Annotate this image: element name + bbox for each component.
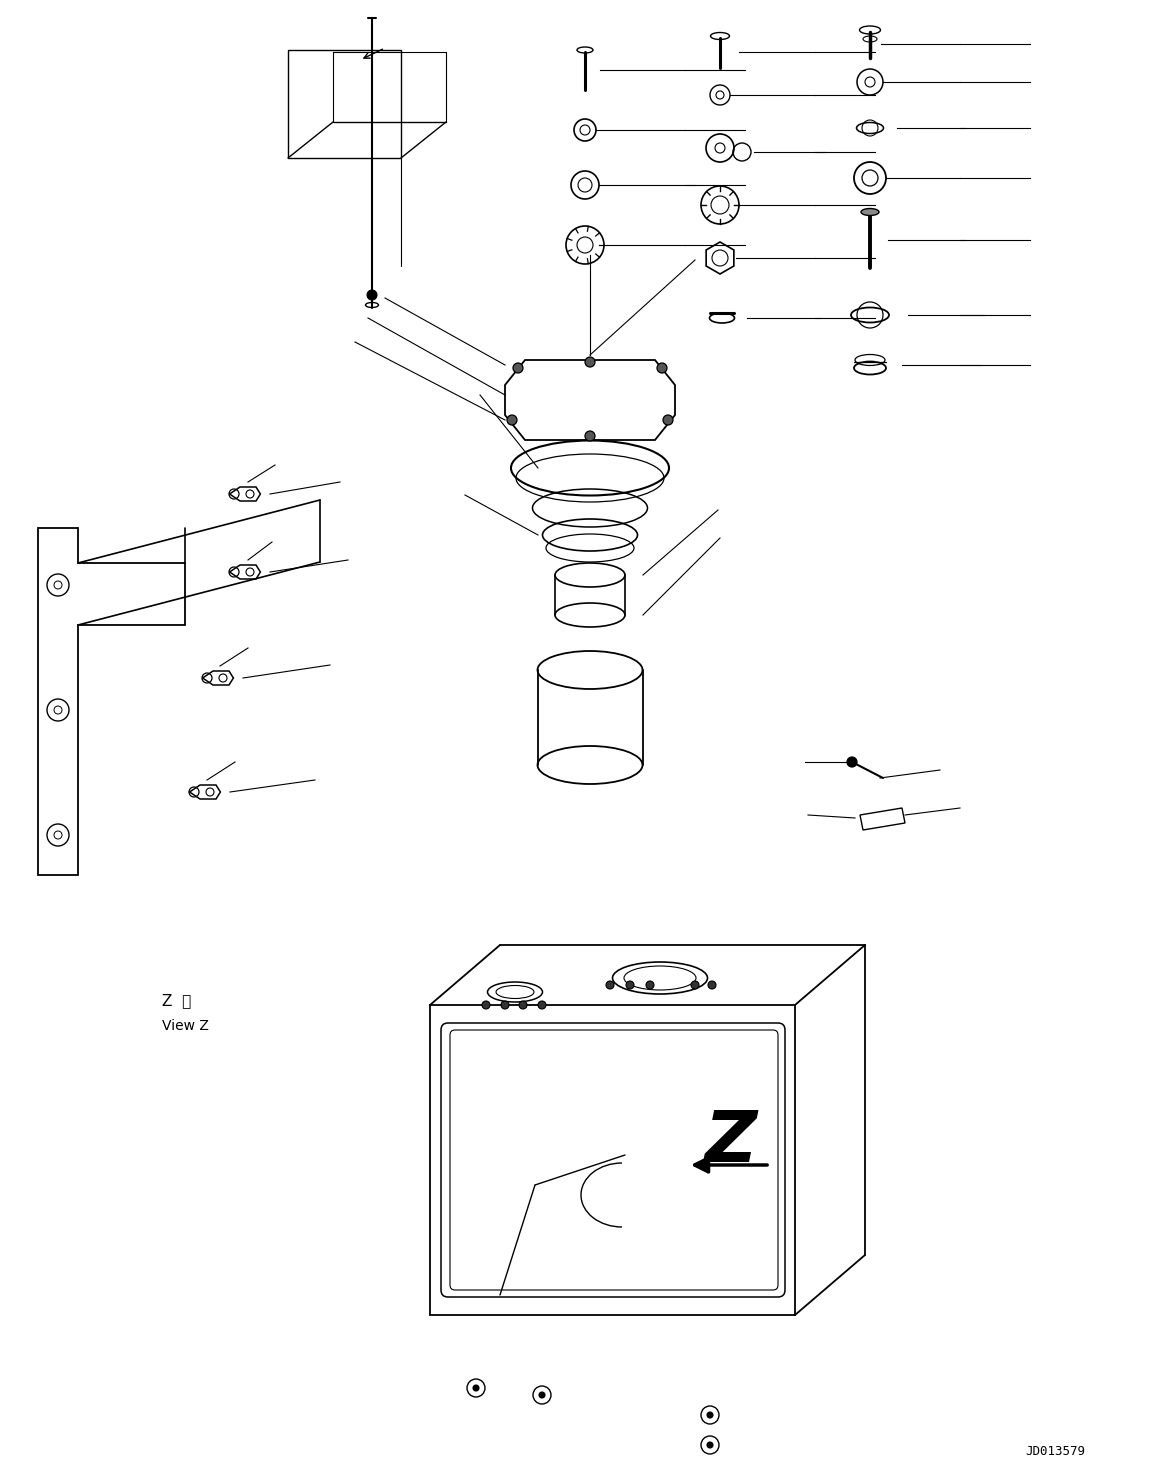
Circle shape xyxy=(605,981,613,989)
Circle shape xyxy=(707,1412,712,1418)
Circle shape xyxy=(506,416,517,425)
Text: Z: Z xyxy=(706,1108,757,1177)
Ellipse shape xyxy=(861,209,879,216)
Circle shape xyxy=(847,757,857,767)
Text: Z  視: Z 視 xyxy=(162,993,191,1008)
Circle shape xyxy=(657,363,666,373)
Circle shape xyxy=(482,1000,490,1009)
Text: JD013579: JD013579 xyxy=(1026,1445,1085,1459)
Circle shape xyxy=(501,1000,509,1009)
Circle shape xyxy=(539,1393,546,1398)
Circle shape xyxy=(708,981,716,989)
Circle shape xyxy=(585,430,595,441)
Circle shape xyxy=(646,981,654,989)
Circle shape xyxy=(663,416,673,425)
Circle shape xyxy=(626,981,634,989)
Circle shape xyxy=(585,357,595,367)
Circle shape xyxy=(513,363,523,373)
Bar xyxy=(288,50,401,159)
Circle shape xyxy=(707,1443,712,1448)
Text: View Z: View Z xyxy=(162,1019,208,1033)
Circle shape xyxy=(473,1385,479,1391)
Circle shape xyxy=(367,289,378,300)
Circle shape xyxy=(519,1000,527,1009)
Circle shape xyxy=(691,981,699,989)
Circle shape xyxy=(538,1000,546,1009)
